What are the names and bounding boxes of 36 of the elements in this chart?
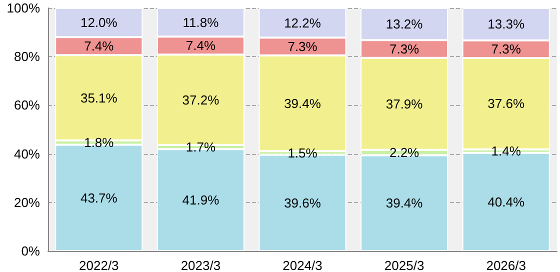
data-label: 37.6%: [488, 96, 525, 112]
x-tick-label: 2023/3: [180, 258, 221, 272]
data-label: 2.2%: [389, 145, 420, 160]
data-label: 7.3%: [491, 42, 522, 57]
y-tick-label: 100%: [6, 0, 40, 16]
y-tick-label: 0%: [21, 244, 40, 258]
y-tick-label: 20%: [14, 194, 40, 210]
y-tick-label: 60%: [14, 98, 40, 113]
data-label: 39.6%: [284, 195, 322, 210]
data-label: 37.9%: [386, 96, 424, 112]
data-label: 7.4%: [186, 38, 216, 54]
data-label: 12.2%: [284, 15, 322, 30]
data-label: 41.9%: [182, 192, 220, 208]
data-label: 43.7%: [80, 190, 118, 206]
data-label: 13.3%: [488, 16, 525, 32]
x-tick-label: 2022/3: [79, 258, 119, 272]
data-label: 40.4%: [488, 194, 525, 210]
x-tick-label: 2026/3: [486, 258, 526, 272]
data-label: 13.2%: [386, 16, 424, 32]
data-label: 1.5%: [288, 145, 318, 160]
y-tick-label: 80%: [14, 49, 40, 64]
data-label: 1.8%: [84, 135, 114, 150]
y-tick-label: 40%: [14, 146, 40, 162]
data-label: 39.4%: [386, 196, 424, 211]
data-label: 7.3%: [389, 41, 420, 56]
data-label: 7.3%: [288, 39, 318, 54]
x-tick-label: 2024/3: [282, 258, 322, 272]
data-label: 1.4%: [491, 144, 522, 159]
data-label: 35.1%: [80, 90, 118, 106]
data-label: 12.0%: [80, 15, 118, 30]
data-label: 37.2%: [182, 92, 220, 108]
x-tick-label: 2025/3: [384, 258, 424, 272]
data-label: 39.4%: [284, 96, 322, 111]
data-label: 1.7%: [186, 140, 216, 155]
data-label: 11.8%: [182, 14, 220, 30]
data-label: 7.4%: [84, 38, 114, 54]
